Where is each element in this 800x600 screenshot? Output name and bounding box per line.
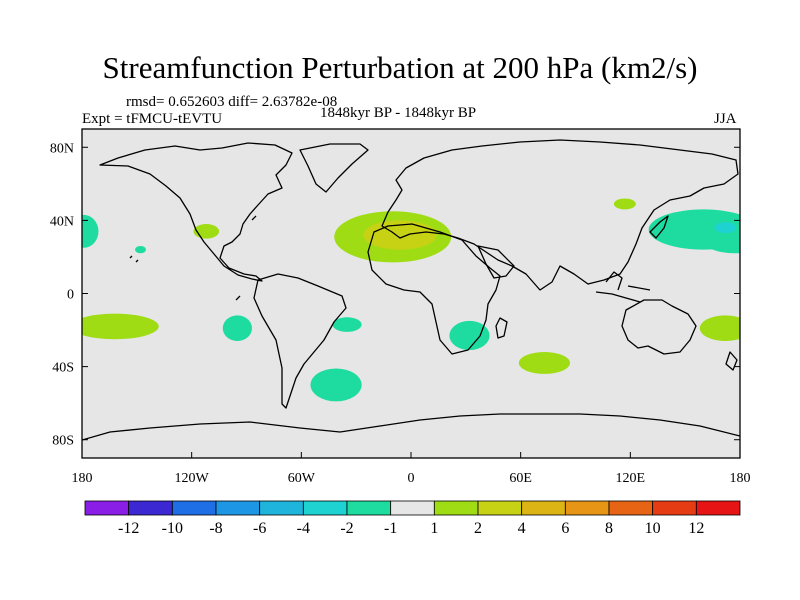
y-tick-label-1: 40N: [50, 214, 74, 229]
x-axis: 180 120W 60W 0 60E 120E 180: [72, 452, 751, 486]
colorbar-label-10: 6: [561, 520, 569, 537]
anomaly-region-6: [135, 245, 146, 254]
anomaly-region-3: [714, 222, 737, 234]
x-tick-label-5: 120E: [616, 471, 646, 486]
colorbar-label-6: -1: [384, 520, 397, 537]
colorbar-swatch-0: [84, 500, 130, 516]
colorbar-label-2: -8: [209, 520, 222, 537]
anomaly-region-15: [518, 351, 571, 374]
colorbar-label-8: 2: [474, 520, 482, 537]
x-tick-label-3: 0: [408, 471, 415, 486]
anomaly-region-14: [310, 368, 362, 402]
colorbar-label-4: -4: [297, 520, 310, 537]
x-tick-label-6: 180: [730, 471, 751, 486]
anomaly-region-8: [363, 220, 437, 250]
y-tick-label-3: 40S: [52, 361, 74, 376]
colorbar-swatch-12: [608, 500, 654, 516]
anomaly-regions: [82, 198, 740, 402]
colorbar-label-7: 1: [430, 520, 438, 537]
y-axis: 80N 40N 0 40S 80S: [50, 141, 740, 449]
colorbar-swatch-8: [433, 500, 479, 516]
map-background: [82, 129, 740, 458]
colorbar-label-9: 4: [518, 520, 526, 537]
colorbar-swatch-4: [259, 500, 304, 516]
colorbar-swatch-2: [171, 500, 217, 516]
x-tick-label-4: 60E: [509, 471, 532, 486]
anomaly-region-0: [82, 214, 99, 248]
anomaly-region-2: [648, 209, 740, 250]
colorbar-swatch-10: [521, 500, 566, 516]
colorbar-swatch-9: [477, 500, 523, 516]
colorbar-label-13: 12: [688, 520, 704, 537]
y-tick-label-0: 80N: [50, 141, 74, 156]
anomaly-region-4: [613, 198, 636, 210]
season-label: JJA: [714, 111, 737, 127]
chart-title: Streamfunction Perturbation at 200 hPa (…: [102, 50, 698, 85]
colorbar-swatch-13: [652, 500, 697, 516]
stats-label: rmsd= 0.652603 diff= 2.63782e-08: [126, 94, 338, 110]
y-tick-label-4: 80S: [52, 434, 74, 449]
colorbar-swatch-7: [390, 500, 435, 516]
colorbar-swatch-1: [128, 500, 173, 516]
y-tick-label-2: 0: [67, 288, 74, 303]
colorbar-label-5: -2: [340, 520, 353, 537]
colorbar-label-0: -12: [118, 520, 139, 537]
colorbar-label-11: 8: [605, 520, 613, 537]
x-tick-label-2: 60W: [288, 471, 316, 486]
colorbar-swatch-5: [302, 500, 348, 516]
colorbar-label-12: 10: [645, 520, 661, 537]
anomaly-region-13: [449, 320, 490, 351]
colorbar-swatch-14: [695, 500, 741, 516]
anomaly-region-12: [332, 317, 362, 332]
colorbar: -12 -10 -8 -6 -4 -2 -1 1 2 4 6 8 10 12: [84, 500, 741, 537]
anomaly-region-10: [699, 315, 740, 342]
anomaly-region-11: [222, 315, 252, 342]
period-label: 1848kyr BP - 1848kyr BP: [320, 105, 477, 121]
x-tick-label-0: 180: [72, 471, 93, 486]
anomaly-region-9: [82, 313, 159, 340]
x-tick-label-1: 120W: [175, 471, 210, 486]
colorbar-label-1: -10: [162, 520, 183, 537]
colorbar-swatch-6: [346, 500, 392, 516]
experiment-label: Expt = tFMCU-tEVTU: [82, 111, 223, 127]
coastlines: [82, 139, 740, 441]
colorbar-swatch-11: [564, 500, 610, 516]
colorbar-label-3: -6: [253, 520, 266, 537]
colorbar-swatch-3: [215, 500, 261, 516]
